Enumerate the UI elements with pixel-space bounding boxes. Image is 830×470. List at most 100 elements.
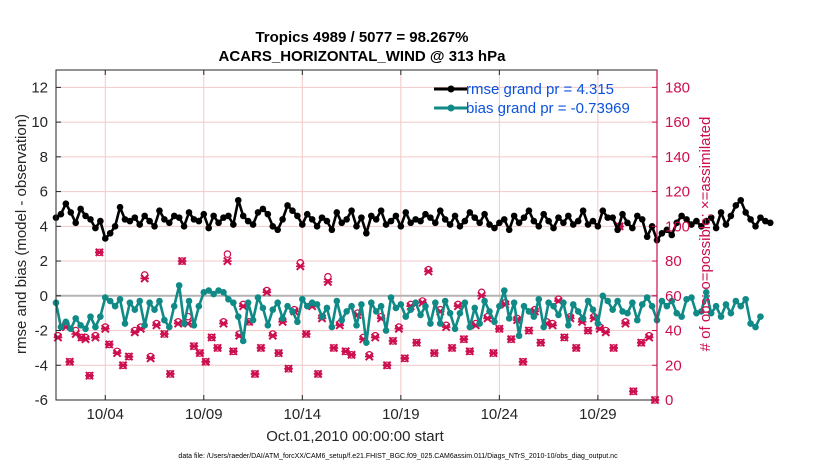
bias-data-point [742,295,749,303]
bias-data-point [259,304,267,312]
bias-data-point [658,297,666,305]
bias-data-point [146,299,153,307]
bias-data-point [67,325,75,333]
bias-data-point [757,313,764,320]
obs-assimilated-point [548,321,557,330]
obs-possible-point [395,323,403,331]
bias-data-point [648,302,656,310]
rmse-data-point [476,219,483,227]
bias-data-point [540,323,547,331]
rmse-data-point [712,224,720,232]
obs-assimilated-point [636,338,646,347]
rmse-data-point [707,214,715,221]
rmse-data-point [254,209,262,216]
bias-data-point [299,295,306,303]
bias-data-point [737,302,745,310]
obs-assimilated-point [424,267,433,276]
rmse-data-point [151,223,158,230]
bias-data-point [565,322,572,329]
bias-data-point [367,299,375,307]
obs-assimilated-point [583,326,593,335]
rmse-data-point [486,221,493,228]
y-tick-label-right: 100 [665,218,690,235]
obs-assimilated-point [560,333,569,342]
bias-data-point [604,297,612,305]
rmse-data-point [308,216,316,223]
bias-data-point [62,318,70,326]
rmse-data-point [702,217,710,225]
rmse-data-point [367,212,375,220]
bias-data-point [126,299,134,307]
bias-data-point [363,339,370,346]
rmse-data-point [116,203,124,211]
rmse-data-point [491,224,498,232]
bias-data-point [343,308,350,315]
bias-data-point [609,306,616,313]
obs-possible-point [645,331,653,340]
obs-possible-point [263,286,271,295]
bias-data-point [111,302,119,310]
rmse-data-point [717,209,725,216]
rmse-data-point [525,207,533,214]
obs-assimilated-point [229,347,238,356]
bias-data-point [239,337,247,345]
rmse-data-point [97,217,104,225]
y-tick-label-left: -6 [35,392,48,409]
bias-data-point [574,308,582,315]
obs-assimilated-point [518,357,528,367]
y-axis-label-left: rmse and bias (model - observation) [13,114,30,354]
rmse-data-point [234,196,242,204]
rmse-data-point [106,229,114,237]
rmse-data-point [540,210,547,218]
rmse-data-point [279,216,286,223]
obs-assimilated-point [400,354,410,363]
rmse-data-point [496,219,503,227]
y-tick-label-right: 120 [665,184,690,201]
data-file-footnote: data file: /Users/raeder/DAI/ATM_forcXX/… [178,453,618,460]
obs-assimilated-point [394,324,404,334]
rmse-data-point [742,209,749,216]
rmse-data-point [560,219,567,227]
rmse-data-point [722,221,730,228]
obs-possible-point [219,318,228,326]
rmse-data-point [451,212,459,220]
bias-data-point [166,323,173,331]
bias-data-point [535,295,543,303]
rmse-data-point [678,212,685,220]
rmse-data-point [82,212,89,220]
rmse-data-point [688,221,695,228]
bias-data-point [717,313,725,320]
bias-data-point [338,316,346,324]
rmse-data-point [215,219,222,227]
obs-possible-point [152,319,161,328]
rmse-data-point [294,212,301,220]
bias-data-point [318,313,326,320]
y-tick-label-right: 140 [665,149,690,166]
obs-assimilated-point [323,277,333,287]
obs-assimilated-point [609,343,618,353]
bias-data-point [116,295,124,303]
chart-title-line1: Tropics 4989 / 5077 = 98.267% [255,29,468,46]
rmse-data-point [747,216,754,223]
bias-data-point [584,297,592,305]
bias-data-point [446,309,454,317]
rmse-data-point [683,216,690,223]
rmse-data-point [299,221,306,228]
rmse-data-point [565,212,572,220]
obs-possible-point [424,265,433,274]
obs-assimilated-point [112,348,122,358]
rmse-data-point [57,210,65,218]
bias-data-point [599,292,607,300]
rmse-data-point [328,226,336,234]
obs-assimilated-point [571,343,581,353]
rmse-data-point [624,219,631,227]
legend-rmse-label: rmse grand pr = 4.315 [466,81,614,98]
series-layer [52,196,774,346]
bias-data-point [225,295,232,303]
obs-possible-point [101,323,110,331]
rmse-data-point [67,209,75,216]
rmse-data-point [515,219,523,227]
obs-assimilated-point [382,360,392,370]
obs-assimilated-point [506,334,516,344]
rmse-data-point [333,209,341,216]
